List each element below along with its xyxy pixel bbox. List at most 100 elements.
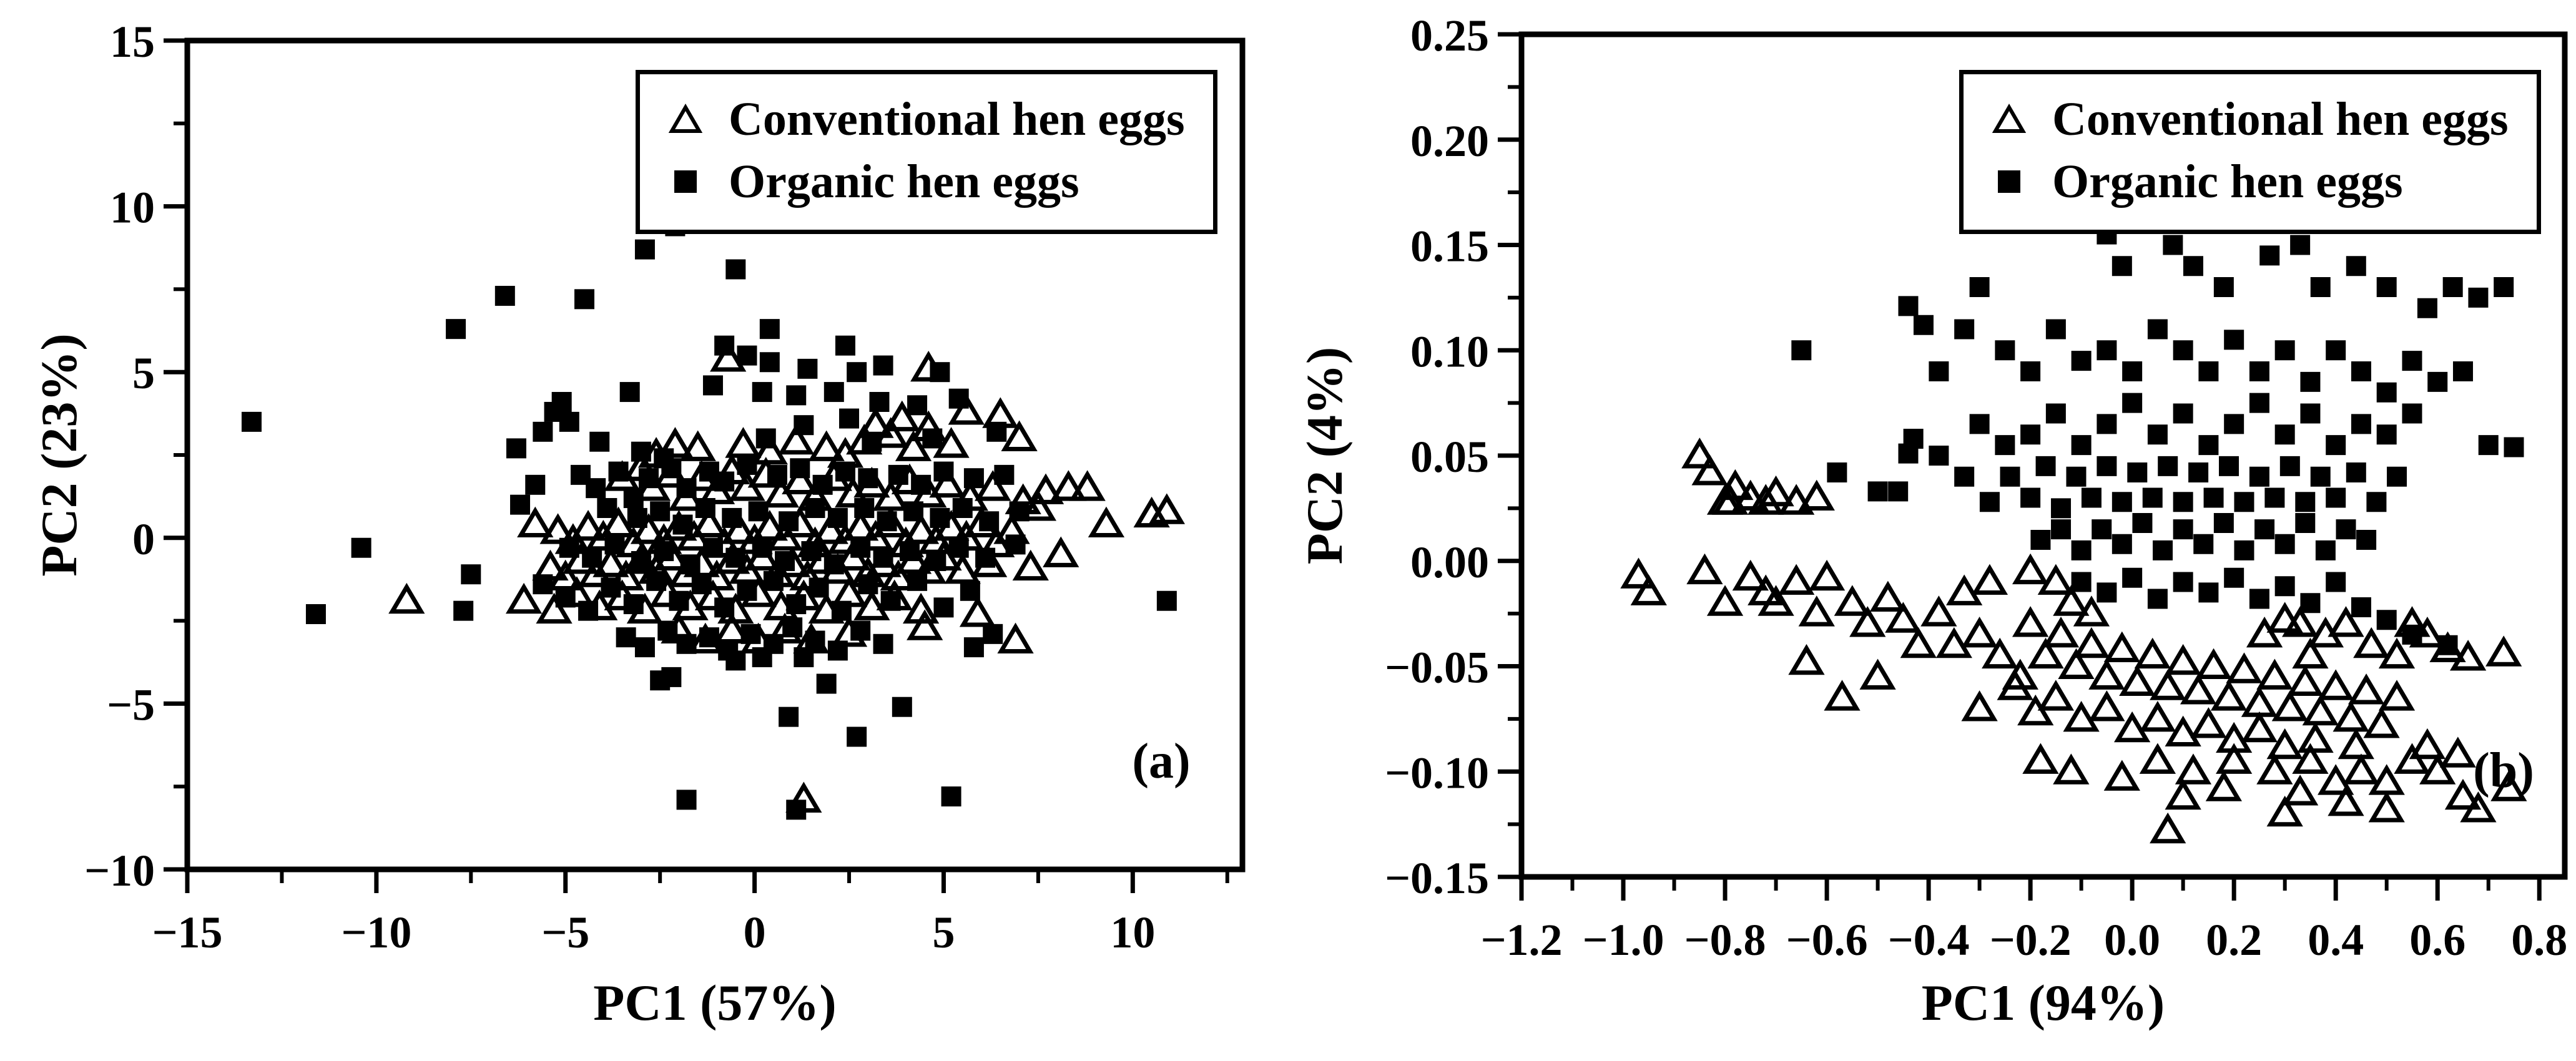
x-tick-label: −5 [541, 907, 589, 957]
data-point-conventional [691, 506, 728, 538]
data-point-organic [2259, 245, 2280, 266]
data-point-organic [2264, 487, 2285, 508]
data-point-organic [2132, 513, 2153, 533]
data-point-conventional [622, 543, 660, 574]
data-point-conventional [2266, 795, 2303, 827]
data-point-conventional [2088, 690, 2125, 721]
data-point-conventional [834, 539, 872, 571]
data-point-conventional [2333, 700, 2369, 732]
data-point-organic [589, 431, 610, 452]
legend-panel-a: Conventional hen eggs Organic hen eggs [636, 70, 1217, 234]
data-point-organic [661, 667, 682, 687]
data-point-conventional [1001, 420, 1038, 451]
data-point-conventional [782, 463, 819, 494]
data-point-conventional [1148, 493, 1185, 524]
data-point-organic [2153, 540, 2173, 560]
data-point-conventional [2073, 627, 2110, 658]
data-point-conventional [1020, 490, 1057, 521]
data-point-conventional [2216, 743, 2253, 774]
data-point-conventional [1808, 559, 1846, 591]
data-point-organic [2494, 277, 2514, 297]
data-point-conventional [2058, 648, 2095, 679]
data-point-organic [494, 286, 515, 306]
data-point-organic [2097, 340, 2117, 361]
data-point-organic [533, 421, 553, 442]
data-point-organic [933, 597, 954, 618]
data-point-organic [2213, 513, 2234, 533]
data-point-organic [2300, 403, 2321, 424]
data-point-organic [2147, 589, 2168, 609]
data-point-conventional [1869, 580, 1907, 612]
data-point-conventional [2394, 743, 2431, 774]
data-point-organic [2071, 540, 2092, 560]
data-point-organic [873, 355, 893, 376]
data-point-organic [1156, 590, 1177, 611]
data-point-organic [446, 319, 466, 340]
data-point-conventional [2409, 728, 2446, 760]
y-tick-label: 0.20 [1410, 116, 1489, 166]
data-point-organic [2336, 519, 2356, 540]
data-point-organic [2376, 424, 2397, 445]
data-point-conventional [759, 556, 796, 587]
data-point-conventional [827, 437, 864, 468]
data-point-conventional [2419, 753, 2456, 785]
data-point-conventional [661, 612, 697, 644]
data-point-organic [1898, 443, 1919, 464]
data-point-conventional [1834, 585, 1871, 616]
y-tick-label: 10 [110, 183, 155, 233]
data-point-conventional [830, 615, 868, 647]
data-point-organic [2376, 382, 2397, 403]
data-point-conventional [993, 513, 1030, 544]
data-point-conventional [2302, 694, 2339, 726]
data-point-organic [2183, 256, 2203, 276]
data-point-organic [2254, 519, 2275, 540]
data-point-organic [2097, 456, 2117, 476]
data-point-organic [574, 289, 595, 310]
data-point-organic [2468, 287, 2489, 308]
y-tick-label: −0.05 [1385, 643, 1489, 693]
data-point-conventional [2328, 606, 2364, 637]
data-point-conventional [2246, 616, 2283, 648]
data-point-conventional [2022, 743, 2059, 774]
data-point-organic [2351, 414, 2371, 434]
data-point-organic [2376, 610, 2397, 630]
data-point-organic [2249, 361, 2269, 381]
data-point-organic [1888, 481, 1909, 502]
y-axis-title-panel-b: PC2 (4%) [1296, 346, 1353, 565]
data-point-organic [2504, 437, 2524, 457]
data-point-organic [2326, 340, 2346, 361]
data-point-organic [2417, 298, 2437, 318]
legend-label: Organic hen eggs [2052, 155, 2403, 208]
data-point-organic [941, 786, 961, 807]
data-point-conventional [2165, 715, 2201, 746]
x-tick-label: −0.2 [1990, 915, 2072, 965]
data-point-organic [634, 239, 655, 260]
data-point-organic [2030, 530, 2051, 550]
legend-item-conventional: Conventional hen eggs [1987, 88, 2509, 150]
y-tick-label: −0.10 [1385, 748, 1489, 798]
data-point-conventional [2282, 775, 2319, 806]
data-point-conventional [959, 596, 996, 627]
x-tick-label: −0.4 [1888, 915, 1970, 965]
data-point-conventional [1732, 479, 1769, 511]
data-point-organic [2274, 576, 2295, 597]
y-tick-label: 5 [132, 348, 155, 398]
data-point-organic [2290, 235, 2311, 255]
data-point-conventional [2328, 785, 2364, 816]
data-point-organic [2346, 256, 2366, 276]
data-point-conventional [1778, 484, 1815, 515]
data-point-conventional [2053, 585, 2090, 616]
data-point-organic [2045, 319, 2066, 340]
data-point-conventional [649, 576, 686, 607]
data-point-conventional [997, 622, 1034, 653]
data-point-conventional [2256, 658, 2293, 690]
data-point-conventional [933, 427, 970, 458]
data-point-conventional [1859, 658, 1896, 690]
data-point-organic [2045, 403, 2066, 424]
y-tick-label: 0.15 [1410, 222, 1489, 271]
data-point-organic [2351, 361, 2371, 381]
data-point-conventional [1620, 557, 1657, 589]
y-tick-label: −10 [84, 846, 155, 896]
data-point-organic [2326, 487, 2346, 508]
data-point-conventional [2368, 791, 2405, 823]
